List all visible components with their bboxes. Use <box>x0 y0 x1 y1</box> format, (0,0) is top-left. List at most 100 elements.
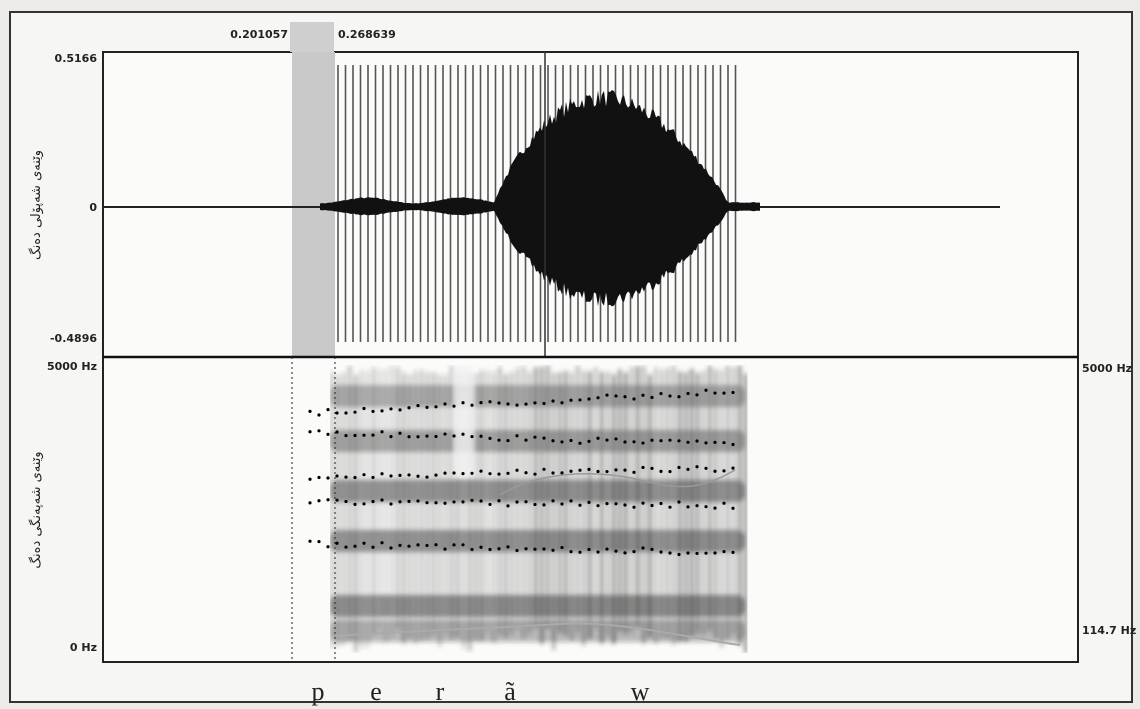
formant-dot <box>497 438 501 442</box>
formant-dot <box>695 551 699 556</box>
formant-dot <box>326 432 330 436</box>
formant-dot <box>623 468 627 472</box>
striation <box>600 371 604 644</box>
formant-dot <box>506 504 510 508</box>
formant-dot <box>587 439 591 444</box>
formant-dot <box>443 547 447 551</box>
formant-dot <box>542 467 546 471</box>
formant-dot <box>533 472 537 476</box>
formant-dot <box>380 430 384 434</box>
formant-dot <box>731 390 735 395</box>
striation <box>420 369 424 641</box>
formant-dot <box>686 467 690 471</box>
formant-dot <box>650 395 654 400</box>
formant-dot <box>569 469 573 473</box>
selection <box>290 22 335 357</box>
formant-band <box>330 530 745 552</box>
wave-max: 0.5166 <box>55 52 98 65</box>
formant-dot <box>632 505 636 509</box>
waveform <box>103 52 1000 357</box>
striation <box>354 374 358 652</box>
formant-dot <box>650 466 654 470</box>
formant-dot <box>353 475 357 480</box>
striation <box>744 373 748 653</box>
segment-label: ã <box>504 677 516 706</box>
formant-dot <box>380 409 384 413</box>
formant-dot <box>641 501 645 505</box>
formant-dot <box>407 473 411 477</box>
formant-dot <box>713 440 717 444</box>
formant-dot <box>434 543 438 547</box>
formant-dot <box>587 467 591 472</box>
striation <box>684 372 688 643</box>
formant-dot <box>668 438 672 442</box>
striation <box>558 372 562 634</box>
formant-dot <box>704 505 708 509</box>
striation <box>348 365 352 642</box>
formant-dot <box>686 551 690 555</box>
spectrogram <box>308 365 748 653</box>
formant-dot <box>686 505 690 509</box>
striation <box>330 371 334 647</box>
formant-dot <box>641 465 645 470</box>
formant-dot <box>569 549 573 554</box>
formant-dot <box>605 438 609 442</box>
formant-dot <box>407 435 411 439</box>
formant-dot <box>614 549 618 553</box>
formant-dot <box>551 499 555 503</box>
formant-dot <box>578 441 582 445</box>
formant-dot <box>695 465 699 469</box>
formant-dot <box>668 469 672 474</box>
formant-dot <box>677 439 681 443</box>
formant-dot <box>353 502 357 506</box>
formant-dot <box>398 473 402 477</box>
formant-dot <box>677 500 681 504</box>
striation <box>504 373 508 638</box>
formant-dot <box>704 441 708 445</box>
striation <box>510 371 514 635</box>
formant-dot <box>479 469 483 473</box>
striation <box>624 372 628 635</box>
formant-band <box>330 620 745 642</box>
formant-dot <box>560 502 564 506</box>
formant-dot <box>371 433 375 437</box>
pitch-value: 114.7 Hz <box>1082 624 1136 637</box>
formant-dot <box>569 499 573 503</box>
formant-dot <box>488 400 492 404</box>
formant-dot <box>596 504 600 508</box>
striation <box>474 373 478 641</box>
formant-dot <box>389 502 393 506</box>
formant-dot <box>515 548 519 553</box>
formant-dot <box>470 547 474 552</box>
formant-dot <box>326 498 330 502</box>
formant-dot <box>461 432 465 436</box>
wave-min: -0.4896 <box>50 332 97 345</box>
formant-dot <box>587 397 591 401</box>
formant-dot <box>479 400 483 405</box>
formant-dot <box>380 541 384 545</box>
formant-dot <box>524 402 528 406</box>
formant-dot <box>731 442 735 447</box>
formant-dot <box>677 395 681 399</box>
striation <box>528 371 532 634</box>
formant-dot <box>362 541 366 545</box>
formant-dot <box>389 474 393 478</box>
formant-dot <box>398 431 402 435</box>
formant-dot <box>614 468 618 472</box>
formant-dot <box>443 432 447 436</box>
formant-dot <box>668 551 672 555</box>
formant-dot <box>461 543 465 547</box>
formant-dot <box>479 434 483 438</box>
formant-dot <box>479 545 483 549</box>
gap <box>455 365 473 475</box>
formant-dot <box>551 439 555 443</box>
formant-dot <box>326 408 330 412</box>
striation <box>480 370 484 642</box>
formant-dot <box>659 391 663 396</box>
formant-dot <box>335 474 339 478</box>
striation <box>360 370 364 648</box>
formant-dot <box>497 499 501 503</box>
formant-dot <box>506 438 510 443</box>
formant-dot <box>668 394 672 398</box>
formant-dot <box>722 441 726 445</box>
